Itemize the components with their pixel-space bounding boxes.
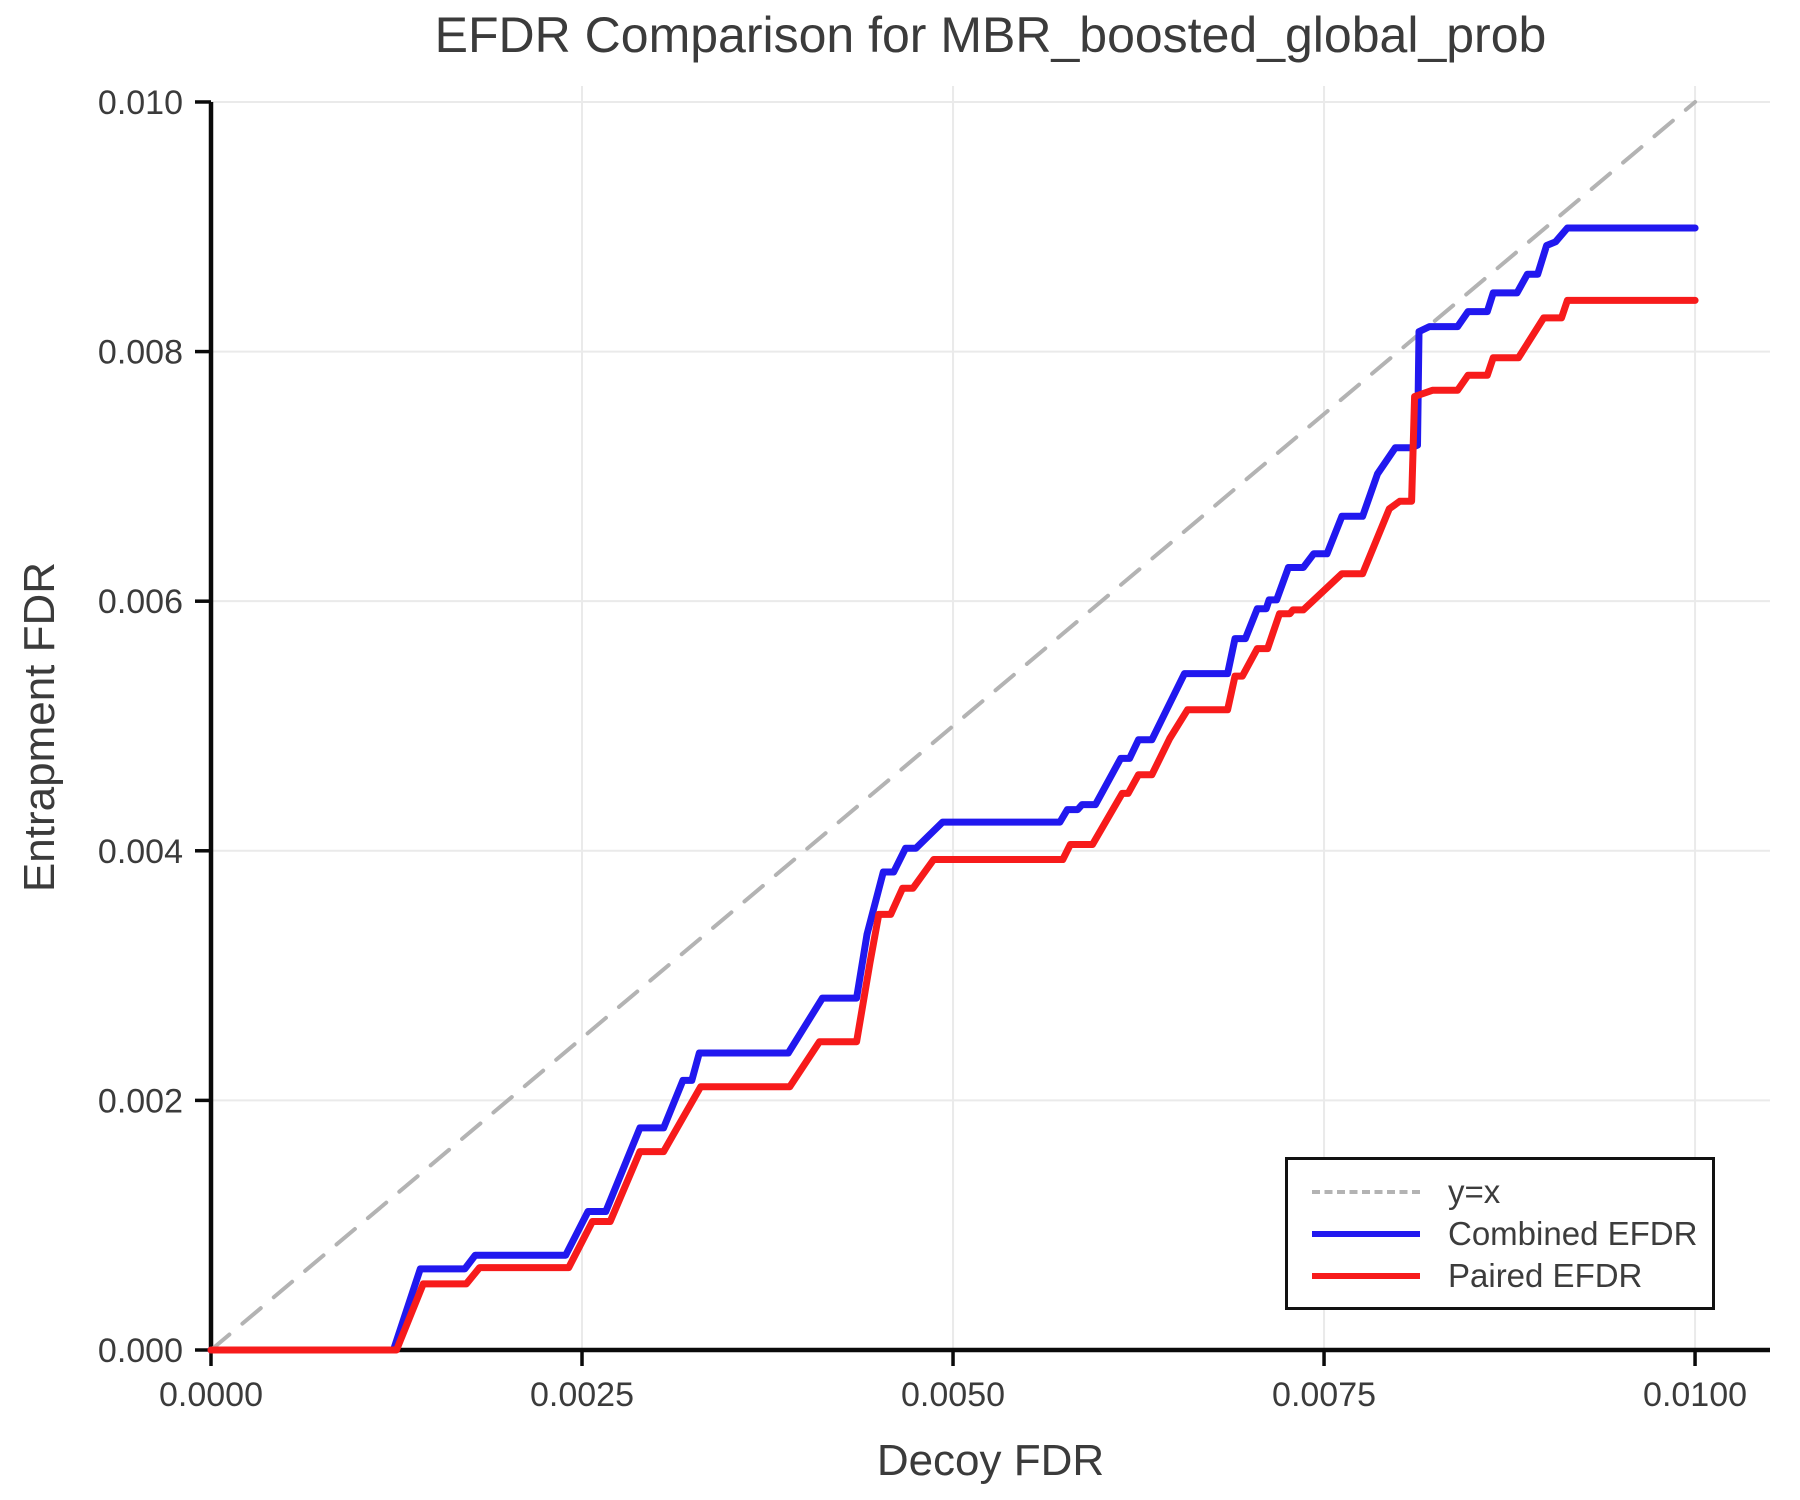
x-axis-label: Decoy FDR <box>876 1436 1105 1485</box>
y-tick-label: 0.002 <box>98 1082 183 1120</box>
y-tick-label: 0.004 <box>98 833 183 871</box>
chart-title: EFDR Comparison for MBR_boosted_global_p… <box>434 7 1547 63</box>
x-tick-label: 0.0075 <box>1272 1376 1376 1414</box>
legend-item-combined-efdr: Combined EFDR <box>1312 1215 1712 1253</box>
y-tick-label: 0.008 <box>98 334 183 372</box>
legend: y=x Combined EFDR Paired EFDR <box>1285 1157 1715 1310</box>
legend-line-sample-paired-efdr <box>1312 1272 1420 1279</box>
y-tick-label: 0.010 <box>98 84 183 122</box>
legend-line-sample-combined-efdr <box>1312 1230 1420 1237</box>
series-line-y-x <box>209 100 1698 1352</box>
y-tick-label: 0.000 <box>98 1332 183 1370</box>
legend-item-paired-efdr: Paired EFDR <box>1312 1257 1712 1295</box>
x-tick-label: 0.0100 <box>1643 1376 1747 1414</box>
series-line-paired-efdr <box>207 296 1699 1354</box>
series-line-combined-efdr <box>207 224 1699 1354</box>
legend-item-yx: y=x <box>1312 1173 1712 1211</box>
x-tick-label: 0.0050 <box>901 1376 1005 1414</box>
legend-label-combined-efdr: Combined EFDR <box>1448 1215 1698 1252</box>
legend-label-paired-efdr: Paired EFDR <box>1448 1257 1643 1294</box>
x-tick-label: 0.0025 <box>530 1376 634 1414</box>
legend-line-sample-yx <box>1312 1189 1420 1194</box>
y-tick-label: 0.006 <box>98 583 183 621</box>
legend-label-yx: y=x <box>1448 1173 1501 1210</box>
x-tick-label: 0.0000 <box>159 1376 263 1414</box>
